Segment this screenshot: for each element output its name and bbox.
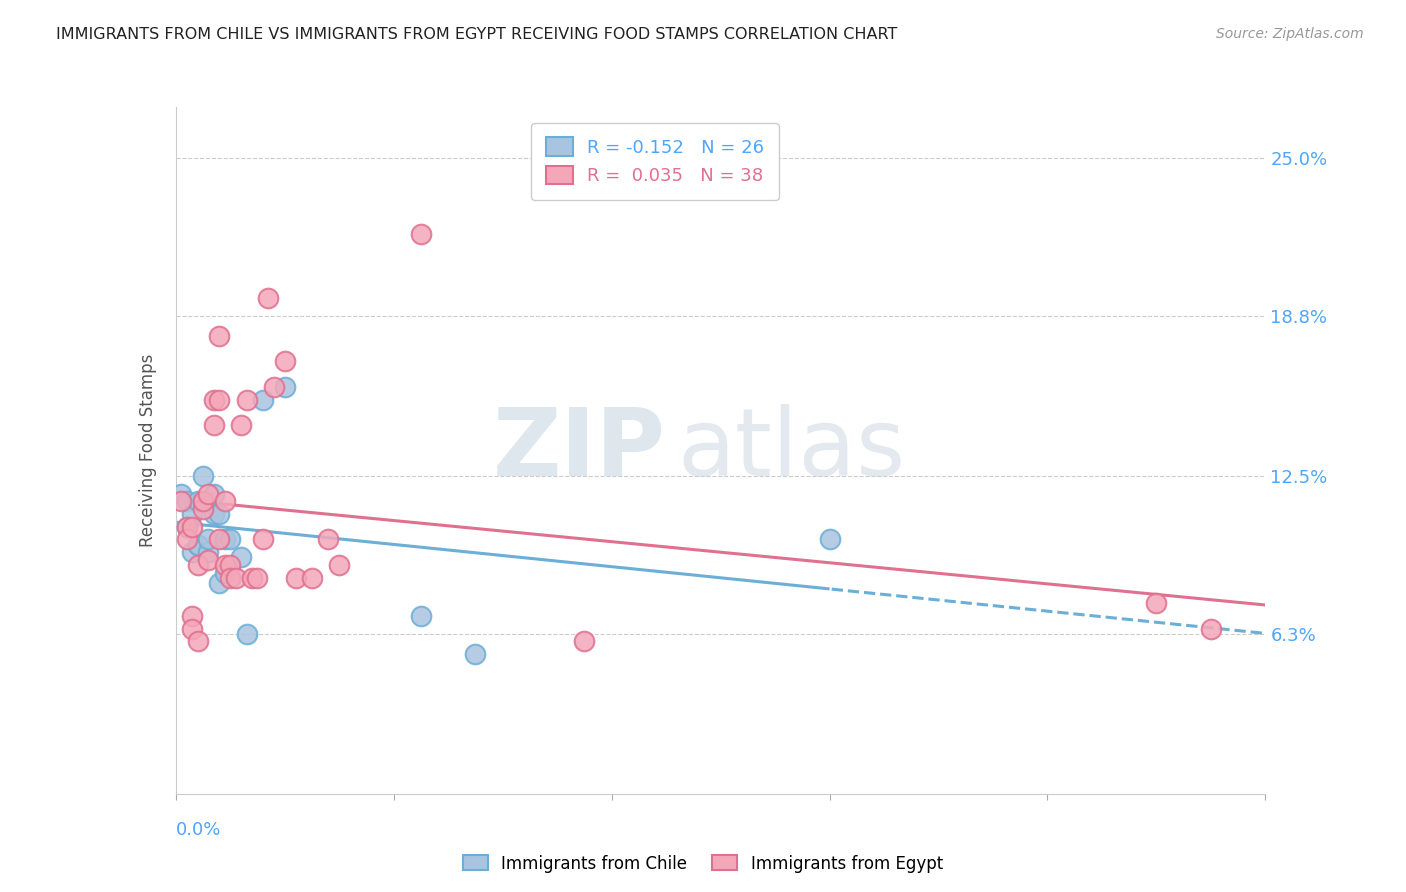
Point — [208, 533, 231, 547]
Point — [197, 486, 219, 500]
Point — [328, 558, 350, 572]
Point — [181, 507, 204, 521]
Point — [409, 608, 432, 623]
Point — [263, 380, 285, 394]
Point — [246, 571, 269, 585]
Point — [208, 575, 231, 590]
Point — [176, 520, 198, 534]
Text: 0.0%: 0.0% — [176, 822, 221, 839]
Point — [225, 571, 247, 585]
Point — [197, 533, 219, 547]
Point — [202, 417, 225, 432]
Point — [1199, 622, 1222, 636]
Point — [252, 392, 274, 407]
Point — [284, 571, 307, 585]
Point — [208, 507, 231, 521]
Point — [235, 392, 257, 407]
Point — [186, 634, 209, 648]
Point — [257, 291, 280, 305]
Point — [464, 647, 486, 661]
Point — [197, 545, 219, 559]
Point — [170, 486, 193, 500]
Point — [231, 417, 253, 432]
Point — [219, 558, 242, 572]
Point — [176, 494, 198, 508]
Point — [1144, 596, 1167, 610]
Point — [191, 469, 214, 483]
Point — [208, 392, 231, 407]
Point — [181, 545, 204, 559]
Legend: Immigrants from Chile, Immigrants from Egypt: Immigrants from Chile, Immigrants from E… — [457, 848, 949, 880]
Point — [191, 494, 214, 508]
Point — [574, 634, 596, 648]
Point — [186, 538, 209, 552]
Legend: R = -0.152   N = 26, R =  0.035   N = 38: R = -0.152 N = 26, R = 0.035 N = 38 — [531, 123, 779, 200]
Point — [186, 558, 209, 572]
Point — [214, 566, 236, 580]
Point — [235, 626, 257, 640]
Point — [197, 553, 219, 567]
Y-axis label: Receiving Food Stamps: Receiving Food Stamps — [139, 354, 157, 547]
Point — [202, 392, 225, 407]
Point — [176, 533, 198, 547]
Point — [202, 507, 225, 521]
Point — [181, 608, 204, 623]
Point — [240, 571, 263, 585]
Point — [214, 494, 236, 508]
Point — [318, 533, 340, 547]
Point — [191, 502, 214, 516]
Text: Source: ZipAtlas.com: Source: ZipAtlas.com — [1216, 27, 1364, 41]
Point — [409, 227, 432, 242]
Point — [818, 533, 841, 547]
Point — [191, 494, 214, 508]
Point — [186, 538, 209, 552]
Point — [219, 533, 242, 547]
Point — [274, 354, 297, 368]
Point — [252, 533, 274, 547]
Point — [231, 550, 253, 565]
Point — [214, 533, 236, 547]
Point — [219, 571, 242, 585]
Point — [202, 486, 225, 500]
Point — [181, 622, 204, 636]
Text: IMMIGRANTS FROM CHILE VS IMMIGRANTS FROM EGYPT RECEIVING FOOD STAMPS CORRELATION: IMMIGRANTS FROM CHILE VS IMMIGRANTS FROM… — [56, 27, 897, 42]
Point — [274, 380, 297, 394]
Text: ZIP: ZIP — [494, 404, 666, 497]
Point — [181, 520, 204, 534]
Point — [214, 558, 236, 572]
Point — [208, 329, 231, 343]
Point — [301, 571, 323, 585]
Point — [176, 520, 198, 534]
Text: atlas: atlas — [678, 404, 905, 497]
Point — [170, 494, 193, 508]
Point — [186, 494, 209, 508]
